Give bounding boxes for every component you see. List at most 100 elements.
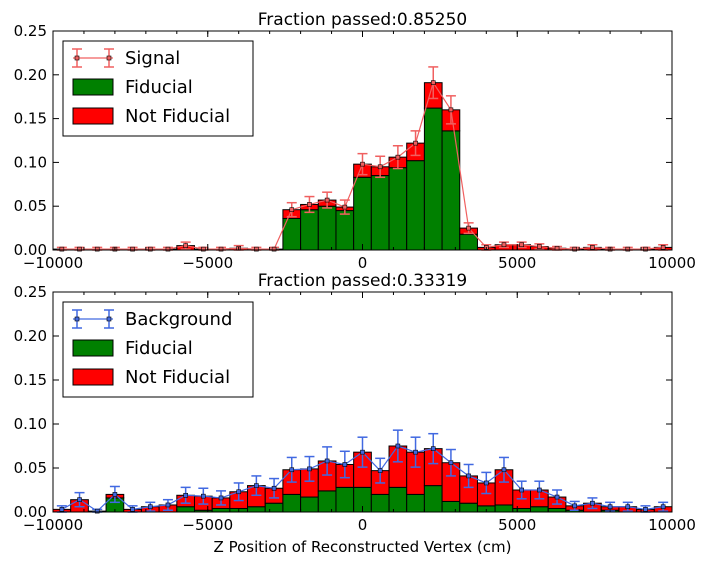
data-point <box>360 449 365 455</box>
data-point <box>377 164 383 170</box>
legend-label: Signal <box>125 48 180 69</box>
fiducial-bar <box>530 506 549 513</box>
data-point <box>483 480 489 486</box>
data-point <box>254 246 259 252</box>
legend-label: Not Fiducial <box>125 106 230 127</box>
y-tick-label: 0.00 <box>14 503 47 521</box>
y-tick-label: 0.25 <box>14 283 47 301</box>
data-point <box>94 508 100 514</box>
x-tick-label: 10000 <box>648 254 696 272</box>
data-point <box>377 468 383 473</box>
x-tick-label: −5000 <box>182 254 233 272</box>
fiducial-bar <box>406 160 425 251</box>
errorbar <box>410 130 421 157</box>
legend-label: Fiducial <box>125 338 193 359</box>
errorbar <box>428 66 439 100</box>
background-panel: −10000 −5000 0 5000 10000 0.00 0.05 0.10 0.15 0.2… <box>14 271 696 556</box>
data-point <box>643 507 648 512</box>
fiducial-bar <box>512 507 532 513</box>
fiducial-bar <box>441 500 461 513</box>
errorbar <box>516 480 527 500</box>
data-point <box>183 492 188 498</box>
y-tick-label: 0.10 <box>14 415 47 433</box>
x-tick-label: 5000 <box>498 254 536 272</box>
fiducial-bar <box>335 210 355 251</box>
errorbar <box>251 475 262 497</box>
errorbar <box>109 485 120 504</box>
fiducial-bar <box>176 506 195 513</box>
errorbar <box>322 191 333 209</box>
data-point <box>236 489 241 495</box>
errorbar <box>198 487 209 505</box>
errorbar <box>269 477 280 499</box>
x-tick-label: −5000 <box>182 516 233 534</box>
data-point <box>59 507 65 512</box>
y-tick-label: 0.05 <box>14 459 47 477</box>
errorbar <box>569 500 580 511</box>
data-point <box>307 466 312 472</box>
data-point <box>324 458 330 464</box>
data-point <box>59 246 65 252</box>
errorbar <box>233 482 244 502</box>
legend: Signal Fiducial Not Fiducial <box>62 40 254 137</box>
errorbar <box>463 463 474 489</box>
y-tick-label: 0.15 <box>14 110 47 128</box>
data-point <box>271 485 277 491</box>
data-point <box>360 161 365 167</box>
errorbar <box>410 436 421 468</box>
errorbar <box>428 432 439 465</box>
x-axis-label: Z Position of Reconstructed Vertex (cm) <box>214 538 512 556</box>
fiducial-bar <box>282 493 302 513</box>
errorbar <box>534 480 545 500</box>
fiducial-bar <box>353 176 372 251</box>
data-point <box>466 225 471 231</box>
errorbar <box>216 490 227 506</box>
legend-item: Not Fiducial <box>72 367 230 388</box>
data-point <box>77 497 82 502</box>
y-tick-label: 0.15 <box>14 371 47 389</box>
legend: Background Fiducial Not Fiducial <box>62 301 254 398</box>
signal-panel: −10000 −5000 0 5000 10000 0.00 0.05 0.10 0.15 0.2… <box>14 10 696 272</box>
y-tick-label: 0.05 <box>14 197 47 215</box>
errorbar <box>622 501 633 512</box>
y-tick-label: 0.10 <box>14 153 47 171</box>
x-tick-label: −10000 <box>23 254 83 272</box>
data-point <box>130 507 135 512</box>
data-point <box>307 202 312 207</box>
errorbar <box>162 498 173 511</box>
errorbar <box>445 448 456 477</box>
legend-item: Signal <box>72 48 180 69</box>
fiducial-bar <box>459 233 478 251</box>
errorbar <box>658 501 669 512</box>
x-tick-label: −10000 <box>23 516 83 534</box>
legend-item: Background <box>72 309 232 330</box>
errorbar <box>534 243 545 250</box>
data-point <box>430 446 436 451</box>
errorbar <box>481 471 492 495</box>
errorbar <box>304 195 315 214</box>
fiducial-bar <box>370 175 390 251</box>
legend-label: Background <box>125 309 232 330</box>
data-point <box>218 246 224 252</box>
fiducial-bar <box>459 502 478 513</box>
legend-label: Fiducial <box>125 77 193 98</box>
errorbar <box>498 241 509 249</box>
data-point <box>519 487 524 493</box>
y-tick-label: 0.00 <box>14 241 47 259</box>
fiducial-bar <box>317 490 337 513</box>
fiducial-bar <box>264 502 284 513</box>
x-tick-label: 5000 <box>498 516 536 534</box>
data-point <box>77 246 82 252</box>
fiducial-bar <box>211 507 231 513</box>
data-point <box>165 246 171 252</box>
errorbar <box>392 145 403 170</box>
data-point <box>466 473 471 479</box>
data-point <box>572 246 578 252</box>
errorbar <box>445 95 456 125</box>
errorbar <box>357 436 368 468</box>
y-tick-label: 0.25 <box>14 22 47 40</box>
data-point <box>342 204 348 210</box>
data-point <box>590 245 595 250</box>
fiducial-bar <box>317 205 337 251</box>
data-point <box>537 244 542 249</box>
